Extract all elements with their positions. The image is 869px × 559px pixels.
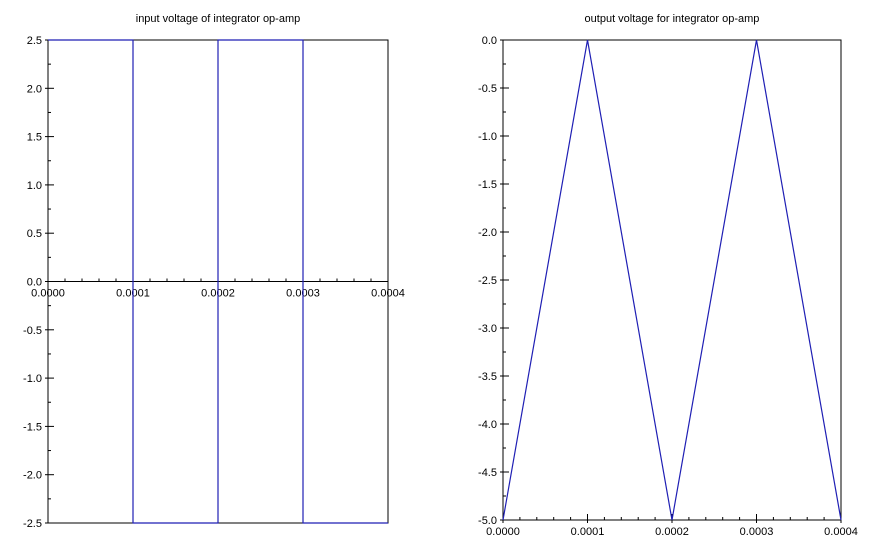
y-tick-label: -3.0 bbox=[478, 323, 497, 335]
y-tick-label: -1.5 bbox=[478, 179, 497, 191]
y-tick-label: -0.5 bbox=[478, 83, 497, 95]
y-tick-label: -3.5 bbox=[478, 371, 497, 383]
y-tick-label: 1.0 bbox=[27, 180, 42, 192]
x-tick-label: 0.0004 bbox=[371, 288, 405, 300]
series-line bbox=[502, 39, 842, 521]
chart-title: input voltage of integrator op-amp bbox=[136, 13, 301, 25]
series-line bbox=[48, 39, 388, 524]
y-tick-label: 0.5 bbox=[27, 228, 42, 240]
y-tick-label: -2.5 bbox=[478, 275, 497, 287]
y-tick-label: 2.5 bbox=[27, 35, 42, 47]
y-tick-label: -1.0 bbox=[478, 131, 497, 143]
y-tick-label: -1.5 bbox=[23, 421, 42, 433]
y-tick-label: -2.0 bbox=[23, 470, 42, 482]
y-tick-label: 0.0 bbox=[27, 277, 42, 289]
y-tick-label: 0.0 bbox=[482, 35, 497, 47]
y-tick-label: -4.0 bbox=[478, 419, 497, 431]
chart-title: output voltage for integrator op-amp bbox=[585, 13, 760, 25]
x-tick-label: 0.0004 bbox=[824, 526, 858, 538]
y-tick-label: 1.5 bbox=[27, 132, 42, 144]
chart-2: output voltage for integrator op-amp 0.0 -… bbox=[478, 13, 858, 538]
y-tick-label: -2.5 bbox=[23, 518, 42, 530]
x-tick-label: 0.0002 bbox=[655, 526, 689, 538]
y-tick-label: 2.0 bbox=[27, 83, 42, 95]
x-tick-label: 0.0000 bbox=[486, 526, 520, 538]
y-tick-label: -1.0 bbox=[23, 373, 42, 385]
x-tick-label: 0.0001 bbox=[571, 526, 605, 538]
y-tick-label: -0.5 bbox=[23, 325, 42, 337]
y-tick-label: -4.5 bbox=[478, 467, 497, 479]
x-tick-label: 0.0000 bbox=[31, 288, 65, 300]
y-tick-label: -2.0 bbox=[478, 227, 497, 239]
chart-1: input voltage of integrator op-amp 2.5 2.0… bbox=[23, 13, 405, 530]
y-tick-label: -5.0 bbox=[478, 515, 497, 527]
plot-frame bbox=[502, 39, 842, 521]
x-tick-label: 0.0003 bbox=[740, 526, 774, 538]
